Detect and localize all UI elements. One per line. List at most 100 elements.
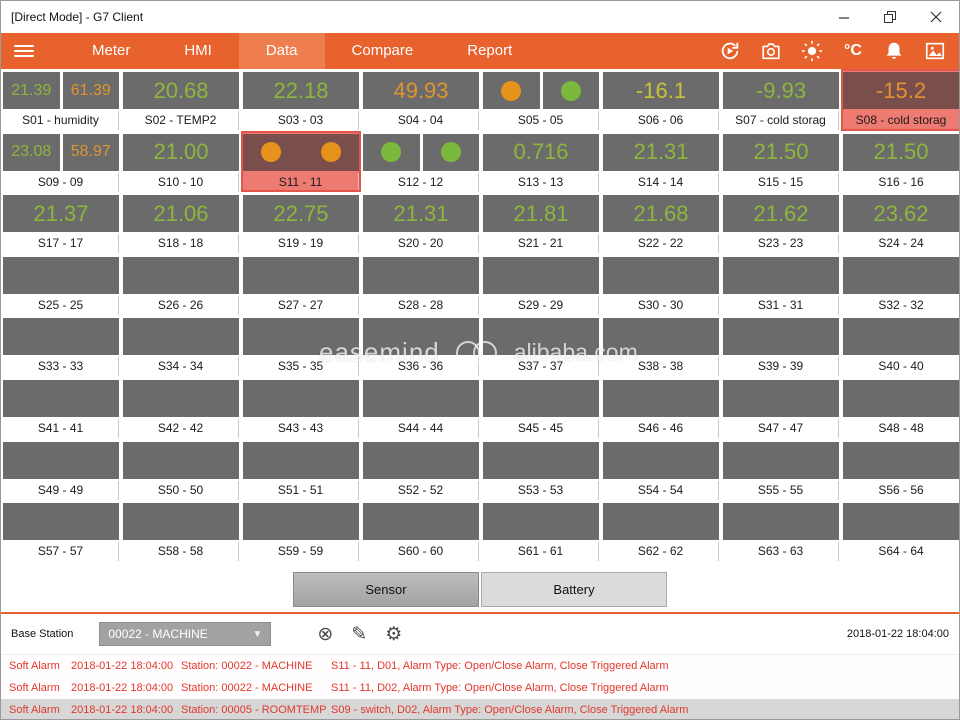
sensor-tile-s52[interactable]: S52 - 52 [361,439,481,501]
alarm-row[interactable]: Soft Alarm 2018-01-22 18:04:00 Station: 00… [1,677,959,699]
sensor-tile-s02[interactable]: 20.68 S02 - TEMP2 [121,69,241,131]
sensor-tile-s24[interactable]: 23.62 S24 - 24 [841,192,959,254]
sensor-tile-s49[interactable]: S49 - 49 [1,439,121,501]
sensor-tile-s31[interactable]: S31 - 31 [721,254,841,316]
tile-label: S46 - 46 [603,418,719,438]
sensor-tile-s11[interactable]: S11 - 11 [241,130,361,193]
sensor-tile-s55[interactable]: S55 - 55 [721,439,841,501]
tab-compare[interactable]: Compare [351,42,414,59]
snapshot-image-icon[interactable] [923,39,947,63]
tile-label: S04 - 04 [363,111,479,130]
tab-hmi[interactable]: HMI [184,42,212,59]
sensor-tile-s20[interactable]: 21.31 S20 - 20 [361,192,481,254]
camera-icon[interactable] [759,39,783,63]
sensor-tile-s41[interactable]: S41 - 41 [1,377,121,439]
sensor-tile-s44[interactable]: S44 - 44 [361,377,481,439]
sensor-tile-s59[interactable]: S59 - 59 [241,500,361,562]
sensor-tile-s42[interactable]: S42 - 42 [121,377,241,439]
minimize-button[interactable] [821,1,867,33]
sensor-tile-s64[interactable]: S64 - 64 [841,500,959,562]
sensor-tile-s50[interactable]: S50 - 50 [121,439,241,501]
sensor-tile-s14[interactable]: 21.31 S14 - 14 [601,131,721,193]
sensor-tile-s56[interactable]: S56 - 56 [841,439,959,501]
sensor-tile-s48[interactable]: S48 - 48 [841,377,959,439]
sensor-tile-s51[interactable]: S51 - 51 [241,439,361,501]
alarm-bell-icon[interactable] [882,39,906,63]
sensor-tile-s39[interactable]: S39 - 39 [721,315,841,377]
sensor-tile-s07[interactable]: -9.93 S07 - cold storag [721,69,841,131]
tile-label: S31 - 31 [723,295,839,315]
sensor-tile-s22[interactable]: 21.68 S22 - 22 [601,192,721,254]
base-station-label: Base Station [11,628,74,640]
sensor-tile-s63[interactable]: S63 - 63 [721,500,841,562]
sensor-tile-s60[interactable]: S60 - 60 [361,500,481,562]
sensor-tile-s46[interactable]: S46 - 46 [601,377,721,439]
nav-icons: °C [718,33,959,69]
celsius-toggle[interactable]: °C [844,42,862,59]
sensor-tile-s62[interactable]: S62 - 62 [601,500,721,562]
sensor-tile-s27[interactable]: S27 - 27 [241,254,361,316]
sensor-tile-s16[interactable]: 21.50 S16 - 16 [841,131,959,193]
sensor-tile-s10[interactable]: 21.00 S10 - 10 [121,131,241,193]
sensor-tile-s29[interactable]: S29 - 29 [481,254,601,316]
cancel-circle-icon[interactable]: ⊗ [317,623,334,645]
tile-label: S21 - 21 [483,234,599,254]
sensor-tab-button[interactable]: Sensor [293,572,479,607]
sensor-tile-s57[interactable]: S57 - 57 [1,500,121,562]
sensor-tile-s32[interactable]: S32 - 32 [841,254,959,316]
brightness-icon[interactable] [800,39,824,63]
sensor-tile-s06[interactable]: -16.1 S06 - 06 [601,69,721,131]
sensor-tile-s21[interactable]: 21.81 S21 - 21 [481,192,601,254]
sensor-tile-s58[interactable]: S58 - 58 [121,500,241,562]
alarm-row[interactable]: Soft Alarm 2018-01-22 18:04:00 Station: 00… [1,699,959,719]
sensor-tile-s15[interactable]: 21.50 S15 - 15 [721,131,841,193]
sensor-tile-s43[interactable]: S43 - 43 [241,377,361,439]
sensor-tile-s23[interactable]: 21.62 S23 - 23 [721,192,841,254]
tile-label: S63 - 63 [723,542,839,562]
sync-icon[interactable] [718,39,742,63]
tab-meter[interactable]: Meter [92,42,131,59]
alarm-row[interactable]: Soft Alarm 2018-01-22 18:04:00 Station: 00… [1,655,959,677]
sensor-tile-s40[interactable]: S40 - 40 [841,315,959,377]
settings-gear-icon[interactable]: ⚙ [385,623,403,645]
sensor-tile-s35[interactable]: S35 - 35 [241,315,361,377]
tile-value-box: 21.68 [603,195,719,233]
sensor-tile-s61[interactable]: S61 - 61 [481,500,601,562]
sensor-tile-s33[interactable]: S33 - 33 [1,315,121,377]
battery-tab-button[interactable]: Battery [481,572,667,607]
sensor-tile-s38[interactable]: S38 - 38 [601,315,721,377]
maximize-button[interactable] [867,1,913,33]
edit-pencil-icon[interactable]: ✎ [351,623,368,645]
sensor-tile-s08[interactable]: -15.2 S08 - cold storag [841,69,959,131]
sensor-tile-s53[interactable]: S53 - 53 [481,439,601,501]
sensor-tile-s34[interactable]: S34 - 34 [121,315,241,377]
tab-data[interactable]: Data [238,33,325,69]
sensor-tile-s45[interactable]: S45 - 45 [481,377,601,439]
sensor-tile-s09[interactable]: 23.08 58.97 S09 - 09 [1,131,121,193]
sensor-tile-s01[interactable]: 21.39 61.39 S01 - humidity [1,69,121,131]
sensor-tile-s17[interactable]: 21.37 S17 - 17 [1,192,121,254]
sensor-tile-s13[interactable]: 0.716 S13 - 13 [481,131,601,193]
sensor-tile-s18[interactable]: 21.06 S18 - 18 [121,192,241,254]
sensor-value: 22.18 [273,77,329,103]
sensor-tile-s04[interactable]: 49.93 S04 - 04 [361,69,481,131]
sensor-tile-s05[interactable]: S05 - 05 [481,69,601,131]
sensor-tile-s54[interactable]: S54 - 54 [601,439,721,501]
sensor-tile-s36[interactable]: S36 - 36 [361,315,481,377]
sensor-tile-s37[interactable]: S37 - 37 [481,315,601,377]
tile-label: S12 - 12 [363,172,479,192]
station-select[interactable]: 00022 - MACHINE ▼ [99,622,272,646]
sensor-tile-s47[interactable]: S47 - 47 [721,377,841,439]
sensor-tile-s19[interactable]: 22.75 S19 - 19 [241,192,361,254]
tab-report[interactable]: Report [467,42,513,59]
tile-value-box [843,256,959,294]
sensor-tile-s12[interactable]: S12 - 12 [361,131,481,193]
tile-label: S19 - 19 [243,234,359,254]
sensor-tile-s25[interactable]: S25 - 25 [1,254,121,316]
sensor-tile-s28[interactable]: S28 - 28 [361,254,481,316]
menu-icon[interactable] [1,33,47,69]
close-button[interactable] [913,1,959,33]
sensor-tile-s30[interactable]: S30 - 30 [601,254,721,316]
sensor-tile-s03[interactable]: 22.18 S03 - 03 [241,69,361,131]
sensor-tile-s26[interactable]: S26 - 26 [121,254,241,316]
